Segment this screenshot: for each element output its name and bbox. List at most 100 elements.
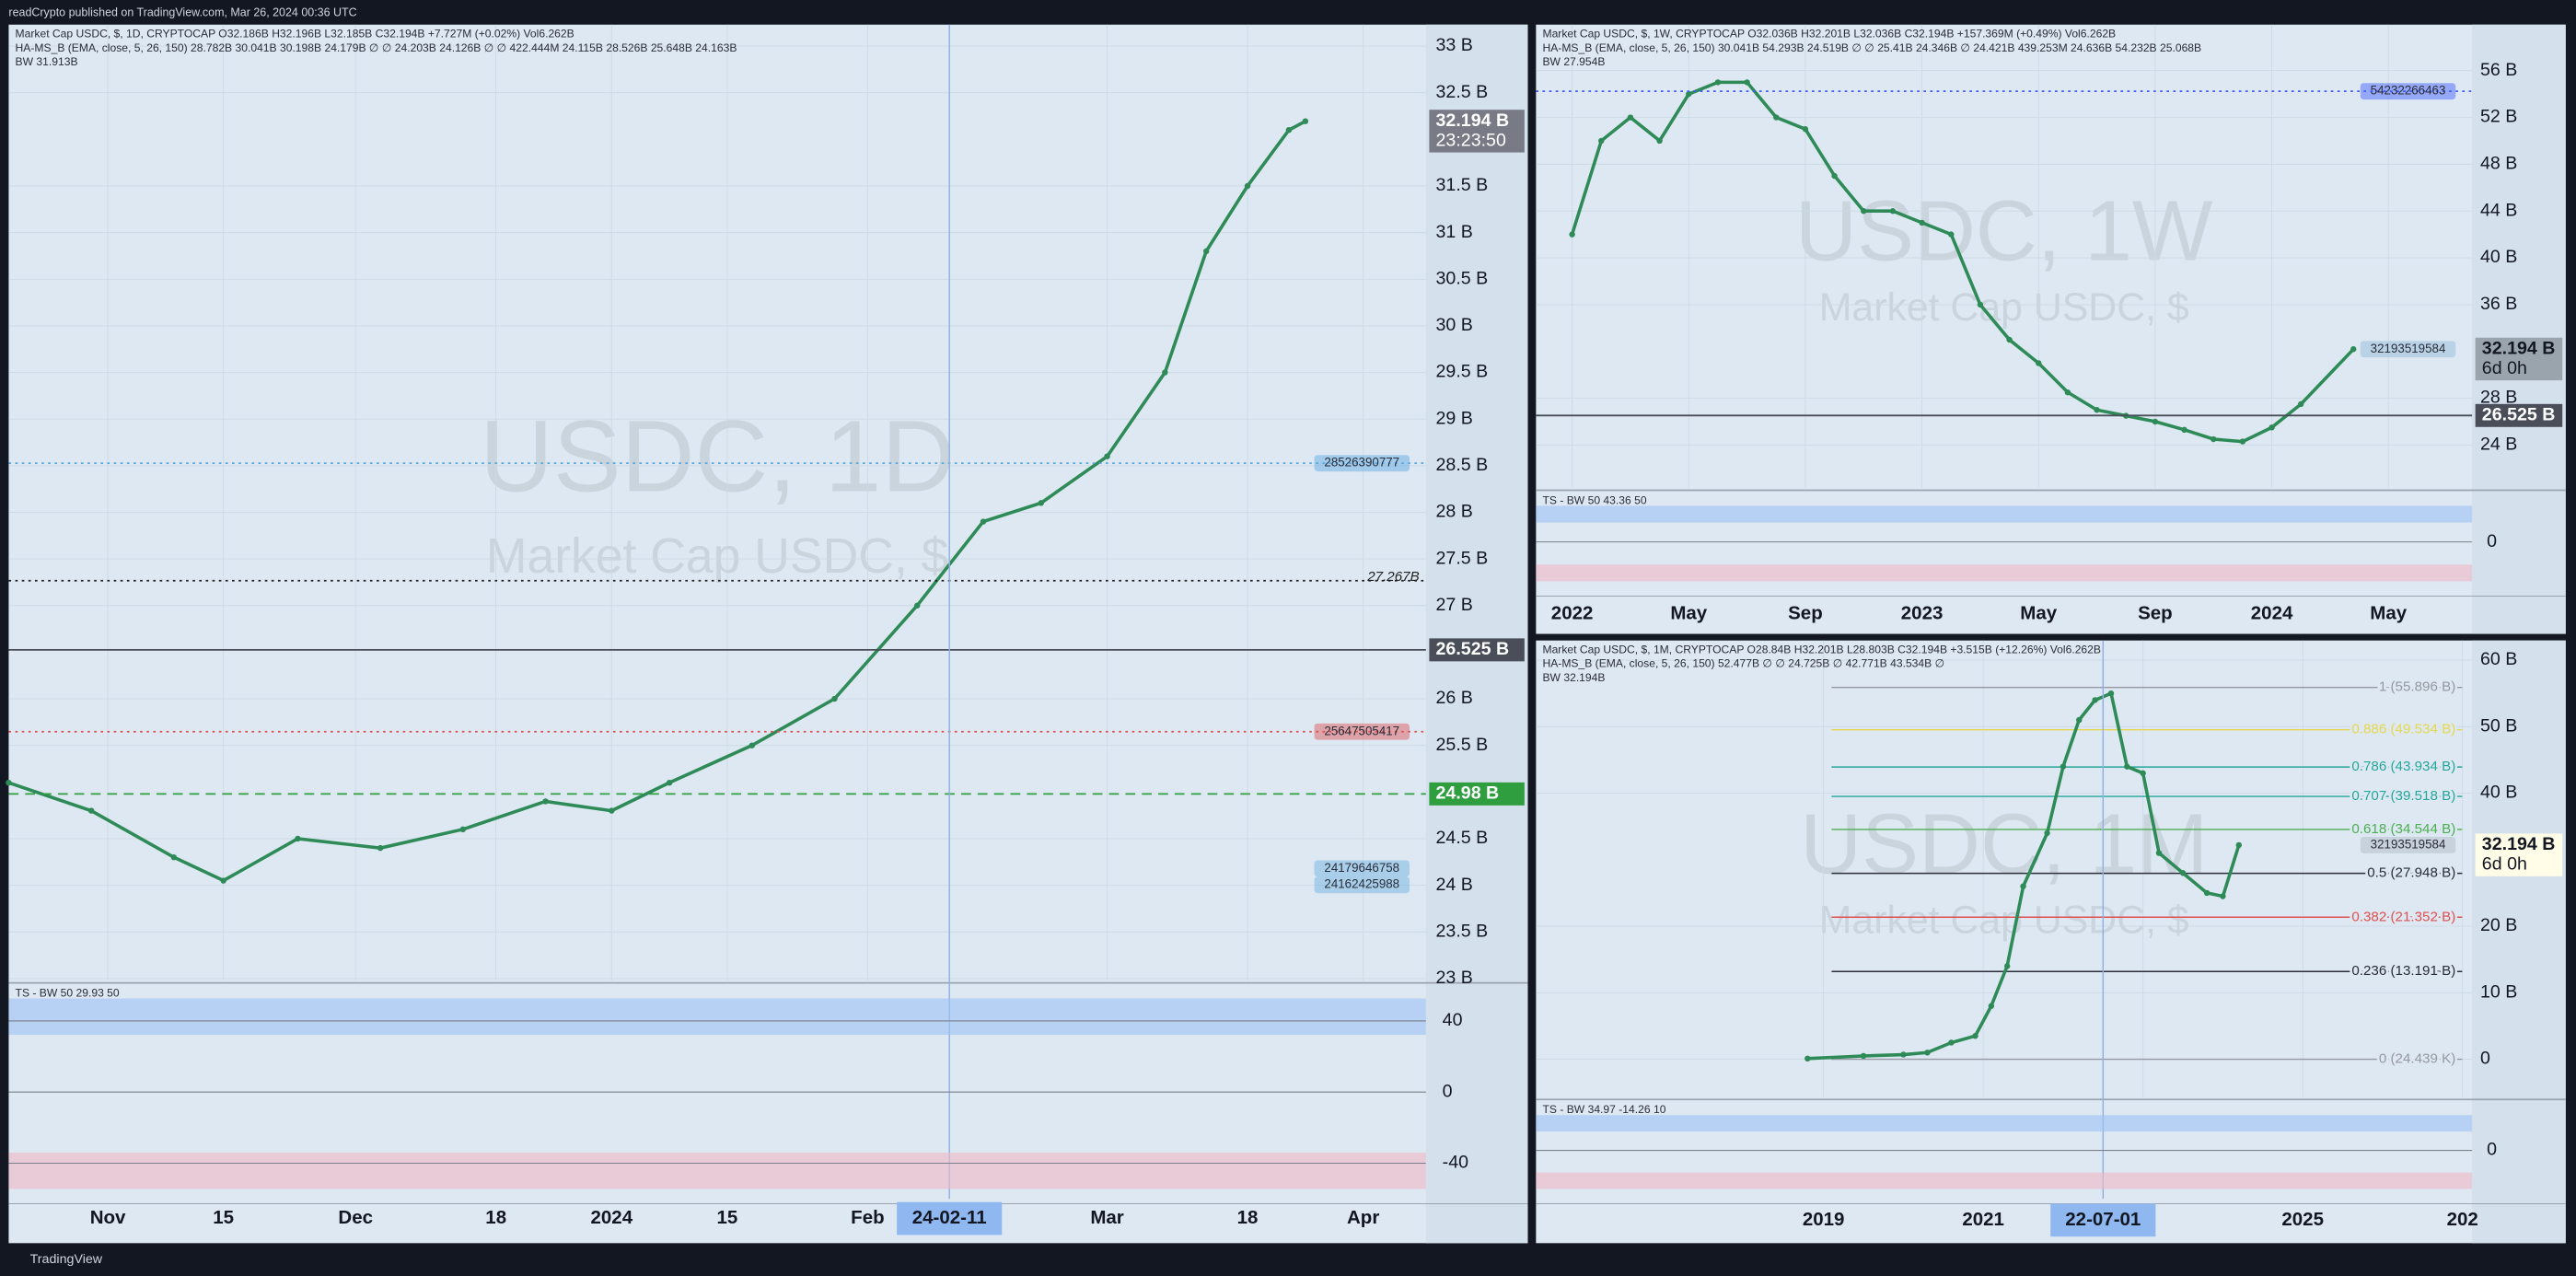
price-label-box (2475, 833, 2563, 876)
close-point (2350, 346, 2357, 353)
price-label-box (1429, 110, 1525, 153)
price-label: 32.194 B (2482, 834, 2556, 854)
close-point (2044, 829, 2050, 837)
legend-line: HA-MS_B (EMA, close, 5, 26, 150) 28.782B… (16, 41, 737, 54)
value-tag-label: 24162425988 (1324, 877, 1399, 891)
value-tag (1314, 876, 1410, 894)
close-point (1244, 182, 1251, 190)
x-tick-label: 202 (2447, 1209, 2478, 1230)
close-point (295, 835, 301, 842)
close-point (542, 798, 549, 805)
close-point (1804, 1055, 1811, 1062)
close-point (1988, 1003, 1995, 1009)
y-tick-label: 44 B (2480, 200, 2517, 220)
close-point (2203, 889, 2210, 897)
legend-line: Market Cap USDC, $, 1W, CRYPTOCAP O32.03… (1542, 28, 2116, 41)
osc-tick-label: 40 (1443, 1010, 1463, 1030)
close-point (1889, 208, 1897, 215)
legend-line: HA-MS_B (EMA, close, 5, 26, 150) 30.041B… (1542, 41, 2201, 54)
close-point (1919, 219, 1925, 226)
crosshair-label-box (2050, 1203, 2156, 1237)
x-tick-label: 2025 (2281, 1209, 2324, 1230)
y-tick-label: 40 B (2480, 783, 2517, 803)
x-tick-label: Nov (90, 1207, 126, 1228)
x-tick-label: 18 (1237, 1207, 1259, 1228)
panel (1536, 640, 2566, 1244)
crosshair-label: 24-02-11 (912, 1207, 987, 1228)
osc-tick-label: -40 (1443, 1153, 1468, 1173)
y-tick-label: 29 B (1436, 408, 1473, 428)
y-tick-label: 32.5 B (1436, 82, 1489, 102)
x-tick-label: Feb (851, 1207, 884, 1228)
y-tick-label: 27 B (1436, 595, 1473, 615)
x-tick-label: May (2020, 603, 2057, 624)
value-tag-label: 24179646758 (1324, 861, 1399, 875)
price-label: 26.525 B (2482, 404, 2556, 424)
y-tick-label: 40 B (2480, 247, 2517, 267)
osc-tick-label: 0 (2487, 531, 2497, 551)
close-point (2092, 697, 2098, 703)
close-point (1302, 118, 1309, 124)
y-tick-label: 29.5 B (1436, 362, 1489, 382)
close-point (2298, 400, 2304, 408)
close-point (1104, 453, 1110, 459)
close-point (1203, 248, 1210, 255)
close-point (2003, 963, 2011, 969)
y-tick-label: 24.5 B (1436, 828, 1489, 848)
close-point (6, 779, 12, 786)
y-tick-label: 48 B (2480, 154, 2517, 174)
y-tick-label: 31.5 B (1436, 175, 1489, 195)
close-point (1977, 301, 1984, 308)
crosshair-label-box (897, 1201, 1003, 1235)
close-point (1972, 1033, 1978, 1039)
close-point (1598, 137, 1605, 145)
close-point (1948, 1039, 1955, 1046)
x-tick-label: 2024 (2251, 603, 2293, 624)
close-point (1038, 500, 1045, 506)
close-point (2152, 418, 2159, 425)
close-point (1744, 79, 1750, 86)
price-axis (1425, 24, 1528, 1244)
close-point (2020, 883, 2026, 889)
footer-brand: TradingView (30, 1252, 103, 1267)
oversold-band (8, 1153, 1426, 1189)
x-tick-label: Sep (2138, 603, 2173, 624)
watermark: USDC, 1D (480, 400, 955, 514)
x-tick-label: 15 (213, 1207, 234, 1228)
x-tick-label: Sep (1788, 603, 1823, 624)
watermark: USDC, 1M (1800, 795, 2208, 891)
osc-title: TS - BW 50 29.93 50 (16, 986, 120, 999)
close-point (377, 844, 384, 852)
close-point (2064, 389, 2071, 396)
close-point (1285, 126, 1293, 133)
legend-line: Market Cap USDC, $, 1M, CRYPTOCAP O28.84… (1542, 644, 2101, 656)
close-point (914, 602, 921, 609)
price-label-countdown: 23:23:50 (1436, 130, 1506, 150)
x-tick-label: Mar (1090, 1207, 1123, 1228)
y-tick-label: 24 B (2480, 435, 2517, 455)
value-tag-label: 32193519584 (2371, 342, 2446, 355)
price-label: 32.194 B (2482, 338, 2556, 358)
close-point (831, 695, 838, 702)
osc-tick-label: 0 (2487, 1140, 2497, 1160)
close-point (1773, 114, 1780, 121)
y-tick-label: 28 B (1436, 502, 1473, 522)
value-tag-label: 25647505417 (1324, 724, 1399, 737)
oversold-band (1536, 564, 2473, 582)
price-label: 24.98 B (1436, 783, 1500, 804)
close-point (2107, 690, 2115, 697)
price-label: 26.525 B (1436, 639, 1510, 659)
value-tag-label: 54232266463 (2371, 84, 2446, 98)
value-tag (2360, 83, 2456, 100)
x-tick-label: 18 (485, 1207, 506, 1228)
value-tag (1314, 455, 1410, 472)
fib-label: 0 (24.439 K) (2379, 1051, 2455, 1067)
price-axis (2472, 24, 2566, 634)
y-tick-label: 33 B (1436, 35, 1473, 55)
x-tick-label: Dec (338, 1207, 373, 1228)
y-tick-label: 50 B (2480, 715, 2517, 736)
close-point (2269, 424, 2275, 431)
x-tick-label: 2023 (1901, 603, 1944, 624)
legend-line: BW 31.913B (16, 55, 78, 68)
fib-label: 1 (55.896 B) (2379, 679, 2455, 695)
